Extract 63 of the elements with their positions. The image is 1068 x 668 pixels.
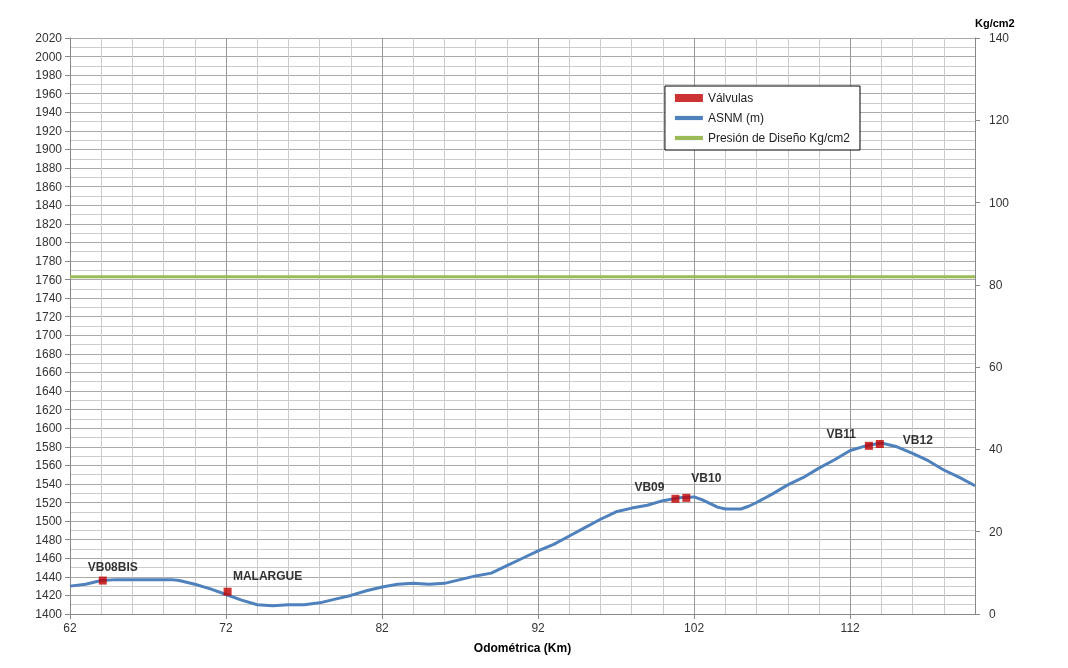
y-tick-label: 1440 [35, 569, 63, 584]
y-tick-label: 1820 [35, 216, 63, 231]
y-tick-label: 1400 [35, 607, 63, 621]
legend-label: Válvulas [707, 91, 754, 105]
y-tick-label: 1840 [35, 198, 63, 213]
y2-tick-label: 20 [989, 524, 1003, 539]
y2-tick-label: 0 [989, 607, 996, 621]
y-tick-label: 1560 [35, 458, 63, 473]
y-tick-label: 1920 [35, 123, 63, 138]
y-tick-label: 1420 [35, 588, 63, 603]
y-tick-label: 1640 [35, 384, 63, 399]
y-tick-label: 1940 [35, 105, 63, 120]
y-tick-label: 1900 [35, 142, 63, 157]
annotation: MALARGUE [232, 568, 303, 583]
y-tick-label: 1540 [35, 476, 63, 491]
annotation: VB09 [634, 479, 665, 494]
y-tick-label: 1800 [35, 235, 63, 250]
point [223, 587, 232, 596]
y-tick-label: 1780 [35, 253, 63, 268]
legend-label: Presión de Diseño Kg/cm2 [707, 131, 851, 145]
x-tick-label: 112 [840, 621, 861, 635]
y-tick-label: 1520 [35, 495, 63, 510]
y-tick-label: 1720 [35, 309, 63, 324]
y-tick-label: 1480 [35, 532, 63, 547]
y-tick-label: 1880 [35, 161, 63, 176]
y-tick-label: 1680 [35, 346, 63, 361]
y2-tick-label: 120 [989, 113, 1010, 128]
annotation: VB08BIS [87, 560, 138, 575]
y-tick-label: 1660 [35, 365, 63, 380]
legend-label: ASNM (m) [707, 111, 764, 125]
x-tick-label: 82 [375, 621, 390, 635]
y-tick-label: 1980 [35, 68, 63, 83]
y-tick-label: 1700 [35, 328, 63, 343]
y-tick-label: 2020 [35, 31, 63, 45]
y-tick-label: 1760 [35, 272, 63, 287]
point [864, 441, 873, 450]
annotation: VB10 [691, 470, 722, 485]
y2-tick-label: 100 [989, 195, 1010, 210]
x-tick-label: 92 [531, 621, 546, 635]
y-tick-label: 1580 [35, 439, 63, 454]
y2-tick-label: 80 [989, 277, 1003, 292]
y2-tick-label: 40 [989, 442, 1003, 457]
y2-axis-title: Kg/cm2 [975, 16, 1015, 29]
point [671, 494, 680, 503]
point [875, 439, 884, 448]
y-tick-label: 1460 [35, 551, 63, 566]
annotation: VB11 [826, 426, 857, 441]
x-axis-title: Odométrica (Km) [473, 641, 572, 655]
x-tick-label: 62 [63, 621, 77, 635]
y-tick-label: 1600 [35, 421, 63, 436]
y-tick-label: 1960 [35, 86, 63, 101]
x-tick-label: 102 [684, 621, 705, 635]
y-tick-label: 1740 [35, 291, 63, 306]
annotation: VB12 [902, 432, 934, 447]
y2-tick-label: 60 [989, 360, 1003, 375]
x-tick-label: 72 [219, 621, 234, 635]
y-tick-label: 2000 [35, 49, 63, 64]
y-tick-label: 1620 [35, 402, 63, 417]
point [98, 576, 107, 585]
point [682, 493, 691, 502]
y-tick-label: 1860 [35, 179, 63, 194]
y2-tick-label: 140 [989, 31, 1010, 45]
y-tick-label: 1500 [35, 514, 63, 529]
